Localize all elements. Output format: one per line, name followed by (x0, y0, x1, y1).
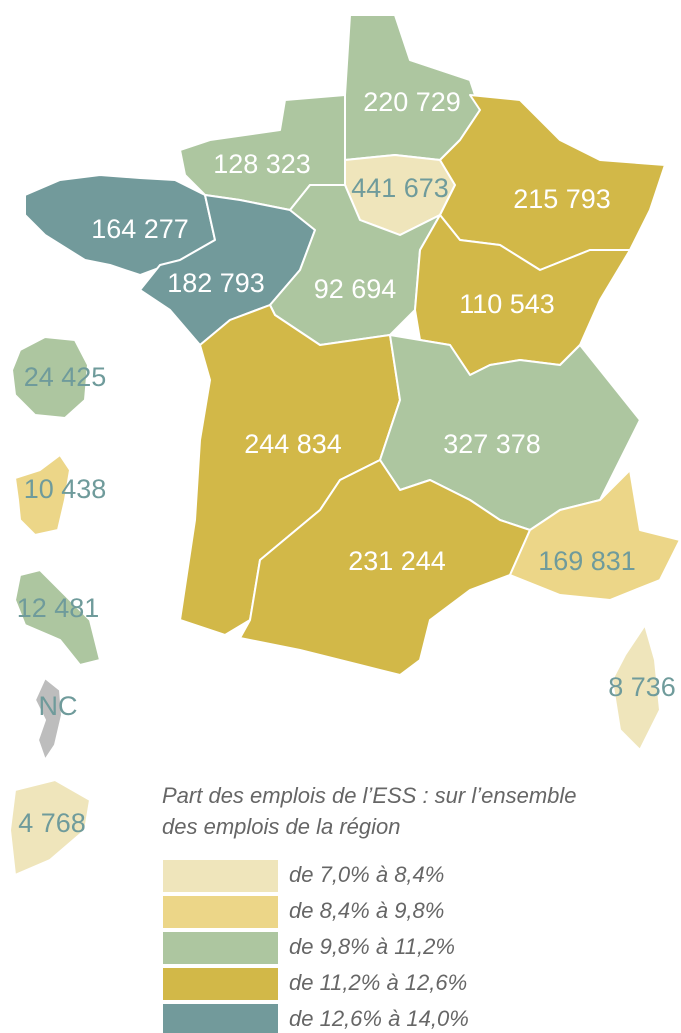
regions (9, 14, 681, 876)
region (611, 624, 661, 751)
region-label: 4 768 (18, 808, 86, 838)
region-label: 215 793 (513, 184, 611, 214)
region (14, 569, 101, 666)
region-label: 24 425 (24, 362, 107, 392)
legend-label: de 9,8% à 11,2% (289, 934, 455, 959)
region-label: 110 543 (459, 289, 555, 319)
region (14, 454, 71, 536)
region-label: 92 694 (314, 274, 397, 304)
region-label: 8 736 (608, 672, 676, 702)
legend-swatch (163, 968, 278, 1000)
region-label: 169 831 (538, 546, 636, 576)
region-label: 12 481 (17, 593, 100, 623)
region-label: 441 673 (351, 173, 449, 203)
region-label: 128 323 (213, 149, 311, 179)
legend-swatch (163, 1004, 278, 1033)
legend-swatch (163, 860, 278, 892)
region (34, 677, 63, 761)
legend-label: de 11,2% à 12,6% (289, 970, 467, 995)
legend-label: de 7,0% à 8,4% (289, 862, 444, 887)
legend-swatch (163, 896, 278, 928)
region-label: 10 438 (24, 474, 107, 504)
region-label: 244 834 (244, 429, 342, 459)
legend-title: des emplois de la région (162, 814, 400, 839)
region-labels: 220 729 128 323 441 673 215 793 164 277 182 7… (17, 87, 676, 838)
region (9, 779, 91, 876)
region (11, 336, 89, 419)
region-label: 327 378 (443, 429, 541, 459)
legend-swatch (163, 932, 278, 964)
region-label: NC (39, 691, 78, 721)
legend: de 7,0% à 8,4% de 8,4% à 9,8% de 9,8% à 11… (163, 860, 469, 1033)
legend-label: de 8,4% à 9,8% (289, 898, 444, 923)
region (509, 469, 681, 601)
legend-label: de 12,6% à 14,0% (289, 1006, 469, 1031)
region-label: 231 244 (348, 546, 446, 576)
region-label: 220 729 (363, 87, 461, 117)
region-label: 182 793 (167, 268, 265, 298)
region-label: 164 277 (91, 214, 189, 244)
legend-title: Part des emplois de l’ESS : sur l’ensemb… (162, 783, 577, 808)
